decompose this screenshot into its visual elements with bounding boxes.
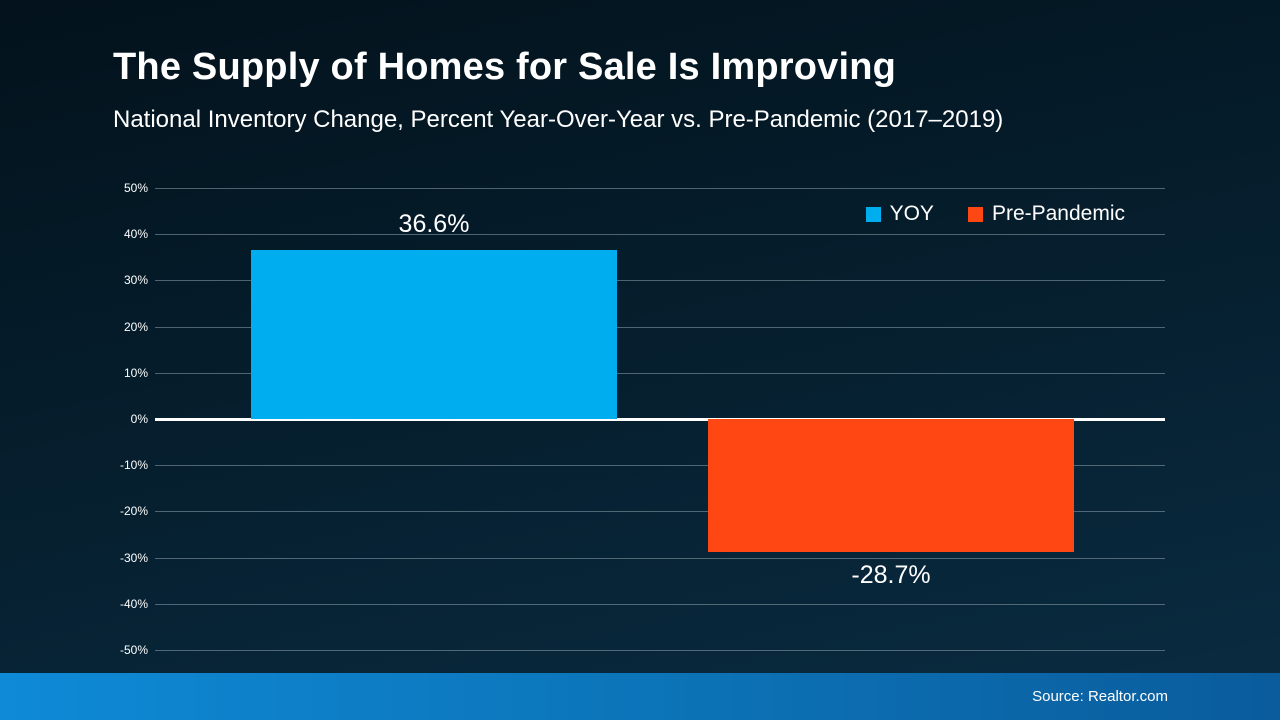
gridline [155, 650, 1165, 651]
y-axis-tick-label: -10% [119, 458, 148, 473]
legend-item-yoy: YOY [865, 202, 934, 226]
y-axis-tick-label: -30% [119, 550, 148, 565]
gridline [155, 372, 1165, 374]
gridline [155, 326, 1165, 328]
legend-swatch-yoy-icon [865, 206, 881, 222]
y-axis-tick-label: 50% [123, 181, 148, 195]
gridline [155, 511, 1165, 513]
y-axis-tick-label: 10% [123, 365, 148, 380]
bar-pre-pandemic [708, 419, 1074, 552]
y-axis-tick-label: -40% [119, 596, 148, 611]
chart-legend: YOY Pre-Pandemic [865, 202, 1125, 226]
y-axis-tick-labels: 50% 40% 30% 20% 10% 0% -10% -20% -30% -40% -50% [0, 181, 148, 657]
footer-band: Source: Realtor.com [0, 673, 1280, 720]
bar-value-label-pre-pandemic: -28.7% [851, 560, 931, 589]
legend-label-pre-pandemic: Pre-Pandemic [991, 202, 1125, 225]
page-title: The Supply of Homes for Sale Is Improvin… [113, 46, 897, 88]
legend-swatch-pre-pandemic-icon [967, 206, 983, 222]
plot-area: 36.6% -28.7% YOY Pre-Pandemic [155, 188, 1165, 651]
gridline [155, 280, 1165, 282]
source-credit: Source: Realtor.com [1032, 688, 1168, 705]
bar-yoy [251, 249, 617, 419]
zero-axis-line [155, 417, 1165, 421]
y-axis-tick-label: 40% [123, 227, 148, 242]
y-axis-tick-label: -50% [119, 643, 148, 657]
y-axis-tick-label: -20% [119, 504, 148, 519]
y-axis-tick-label: 0% [130, 412, 148, 426]
page-subtitle: National Inventory Change, Percent Year-… [113, 106, 1004, 133]
gridline [155, 557, 1165, 559]
bar-value-label-yoy: 36.6% [398, 209, 470, 238]
legend-label-yoy: YOY [889, 202, 934, 225]
gridline [155, 603, 1165, 605]
gridline [155, 234, 1165, 236]
gridline [155, 465, 1165, 467]
legend-item-pre-pandemic: Pre-Pandemic [967, 202, 1125, 226]
y-axis-tick-label: 30% [123, 273, 148, 288]
gridline [155, 188, 1165, 189]
y-axis-tick-label: 20% [123, 319, 148, 334]
